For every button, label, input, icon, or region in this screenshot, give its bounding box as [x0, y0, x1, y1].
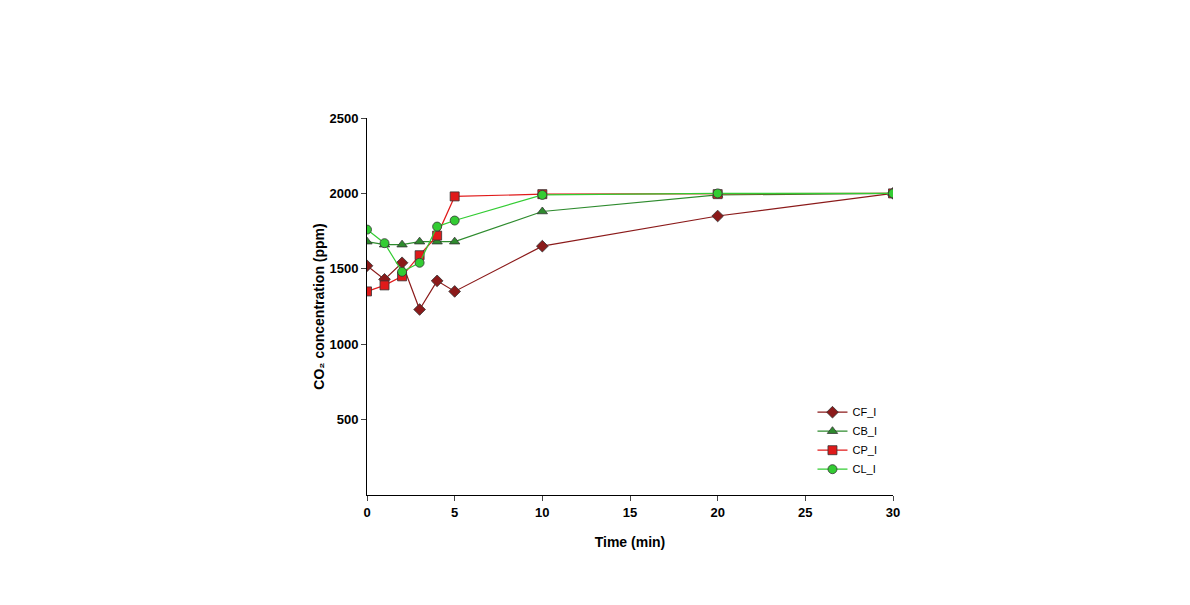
svg-text:15: 15 — [623, 505, 637, 520]
svg-text:20: 20 — [710, 505, 724, 520]
svg-text:CP_I: CP_I — [852, 444, 876, 456]
svg-text:1500: 1500 — [329, 261, 358, 276]
svg-text:25: 25 — [798, 505, 812, 520]
svg-text:CL_I: CL_I — [852, 463, 875, 475]
svg-text:CO₂ concentration (ppm): CO₂ concentration (ppm) — [311, 223, 327, 389]
svg-text:Time (min): Time (min) — [595, 534, 666, 550]
svg-text:2500: 2500 — [329, 111, 358, 126]
svg-text:500: 500 — [337, 412, 359, 427]
svg-text:CB_I: CB_I — [852, 425, 876, 437]
svg-text:1000: 1000 — [329, 337, 358, 352]
svg-text:CF_I: CF_I — [852, 406, 876, 418]
svg-text:2000: 2000 — [329, 186, 358, 201]
svg-text:0: 0 — [363, 505, 370, 520]
svg-text:30: 30 — [886, 505, 900, 520]
svg-text:10: 10 — [535, 505, 549, 520]
svg-text:5: 5 — [451, 505, 458, 520]
